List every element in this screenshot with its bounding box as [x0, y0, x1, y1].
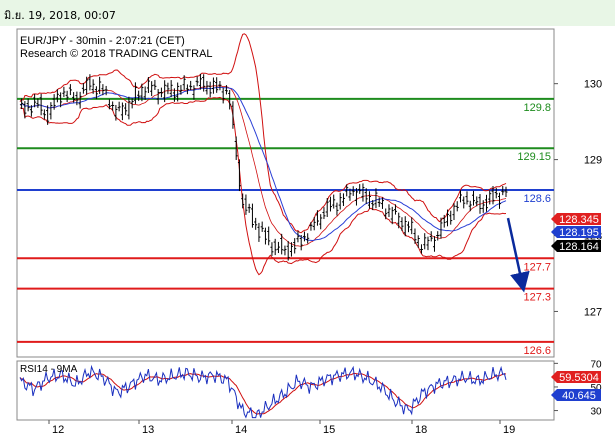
levels-layer: 129.8 129.15 128.6 127.7 127.3 126.6 — [17, 97, 554, 357]
rsi-axis-label: 50 — [590, 383, 602, 394]
research-title: Research © 2018 TRADING CENTRAL — [20, 48, 213, 60]
rsi-tag-shape — [551, 371, 601, 383]
rsi-tag-label: 59.5304 — [559, 372, 599, 384]
time-axis-label: 19 — [503, 424, 515, 436]
forecast-layer — [506, 217, 530, 293]
level-label: 128.6 — [523, 193, 551, 205]
date-header-bar: มิ.ย. 19, 2018, 00:07 — [0, 0, 615, 26]
price-tag-label: 128.345 — [559, 214, 599, 226]
time-axis-label: 13 — [142, 424, 154, 436]
forecast-arrow — [506, 217, 530, 293]
price-tag-shape — [551, 240, 601, 252]
price-tag-label: 128.164 — [559, 241, 599, 253]
price-tag-label: 128.195 — [559, 227, 599, 239]
date-header: มิ.ย. 19, 2018, 00:07 — [4, 9, 116, 22]
moving-average-line — [19, 86, 507, 242]
rsi-line — [19, 364, 507, 419]
price-candles — [20, 73, 508, 261]
rsi-axis-label: 70 — [590, 359, 602, 370]
level-label: 129.15 — [517, 151, 551, 163]
rsi-axis-label: 30 — [590, 407, 602, 418]
time-axis-label: 14 — [235, 424, 247, 436]
price-axis-label: 130 — [584, 79, 602, 91]
price-tag-shape — [551, 213, 601, 225]
bollinger-upper-line — [19, 33, 507, 234]
level-label: 127.7 — [523, 261, 551, 273]
time-axis-label: 18 — [415, 424, 427, 436]
bollinger-bands — [19, 33, 507, 276]
level-label: 127.3 — [523, 292, 551, 304]
rsi-panel-frame — [16, 360, 555, 421]
rsi-tag-label: 40.645 — [562, 390, 596, 402]
price-axis-label: 127 — [584, 306, 602, 318]
price-panel-frame — [16, 28, 555, 358]
level-label: 129.8 — [523, 102, 551, 114]
time-axis-label: 12 — [52, 424, 64, 436]
instrument-title: EUR/JPY - 30min - 2:07:21 (CET) — [20, 35, 185, 47]
bollinger-lower-line — [19, 96, 507, 276]
price-axis-label: 129 — [584, 155, 602, 167]
bollinger-middle-line — [19, 85, 507, 247]
time-axis-label: 15 — [323, 424, 335, 436]
rsi-tag-shape — [551, 389, 601, 401]
level-label: 126.6 — [523, 345, 551, 357]
rsi-layer — [19, 364, 507, 419]
rsi-title: RSI14 - 9MA — [20, 364, 78, 375]
price-tag-shape — [551, 226, 601, 238]
